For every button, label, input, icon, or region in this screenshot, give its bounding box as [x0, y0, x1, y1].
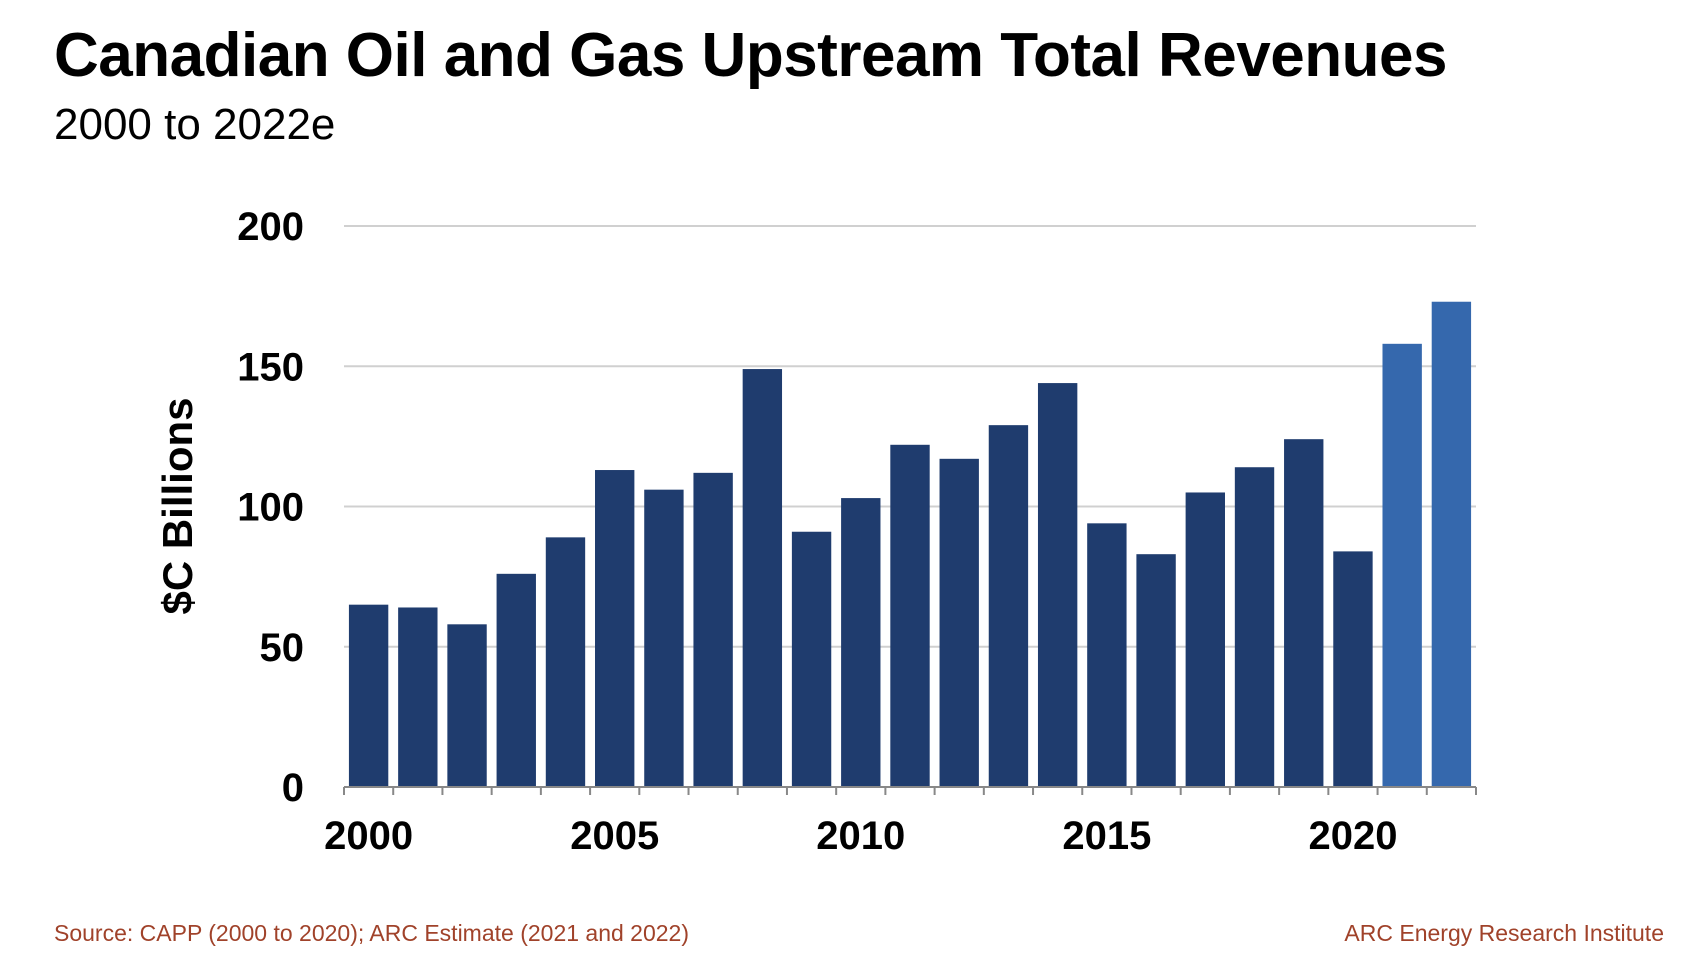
bar-chart: 0 50 100 150 200 2000 2005 2010 2015 2020 $C Bil… [154, 205, 1477, 858]
y-axis-title: $C Billions [154, 397, 201, 614]
bar-2014 [1037, 383, 1078, 787]
y-tick-label: 100 [237, 486, 304, 530]
bar-2007 [693, 472, 733, 787]
bar-2001 [398, 607, 438, 787]
bar-2011 [890, 444, 930, 787]
bar-2006 [644, 489, 684, 787]
bar-2016 [1136, 554, 1176, 787]
x-tick-labels: 2000 2005 2010 2015 2020 [324, 814, 1397, 858]
y-tick-label: 150 [237, 345, 304, 389]
y-tick-label: 200 [237, 205, 304, 249]
x-tick-label: 2015 [1062, 814, 1151, 858]
chart-subtitle: 2000 to 2022e [54, 100, 336, 149]
y-tick-label: 0 [282, 766, 304, 810]
bar-2021 [1382, 343, 1422, 787]
axes [343, 786, 1477, 795]
bar-2003 [496, 573, 536, 787]
bar-2008 [742, 369, 783, 787]
chart-title: Canadian Oil and Gas Upstream Total Reve… [54, 21, 1447, 90]
source-note: Source: CAPP (2000 to 2020); ARC Estimat… [54, 920, 690, 946]
x-tick-label: 2000 [324, 814, 413, 858]
x-tick-label: 2010 [816, 814, 905, 858]
y-tick-label: 50 [260, 626, 305, 670]
bar-2013 [988, 425, 1029, 787]
credit-note: ARC Energy Research Institute [1344, 920, 1664, 946]
y-tick-labels: 0 50 100 150 200 [237, 205, 304, 810]
bar-2022 [1431, 301, 1472, 787]
bar-2018 [1234, 467, 1275, 787]
bar-2002 [447, 624, 487, 787]
bar-2019 [1284, 439, 1324, 787]
x-tick-label: 2005 [570, 814, 659, 858]
bar-2015 [1087, 523, 1127, 787]
bar-series [348, 301, 1472, 787]
bar-2009 [791, 531, 832, 787]
bar-2012 [939, 458, 979, 787]
bar-2010 [841, 498, 881, 787]
bar-2005 [595, 470, 635, 787]
bar-2000 [348, 604, 389, 787]
x-tick-label: 2020 [1308, 814, 1397, 858]
bar-2017 [1185, 492, 1225, 787]
bar-2004 [545, 537, 586, 787]
bar-2020 [1333, 551, 1373, 787]
